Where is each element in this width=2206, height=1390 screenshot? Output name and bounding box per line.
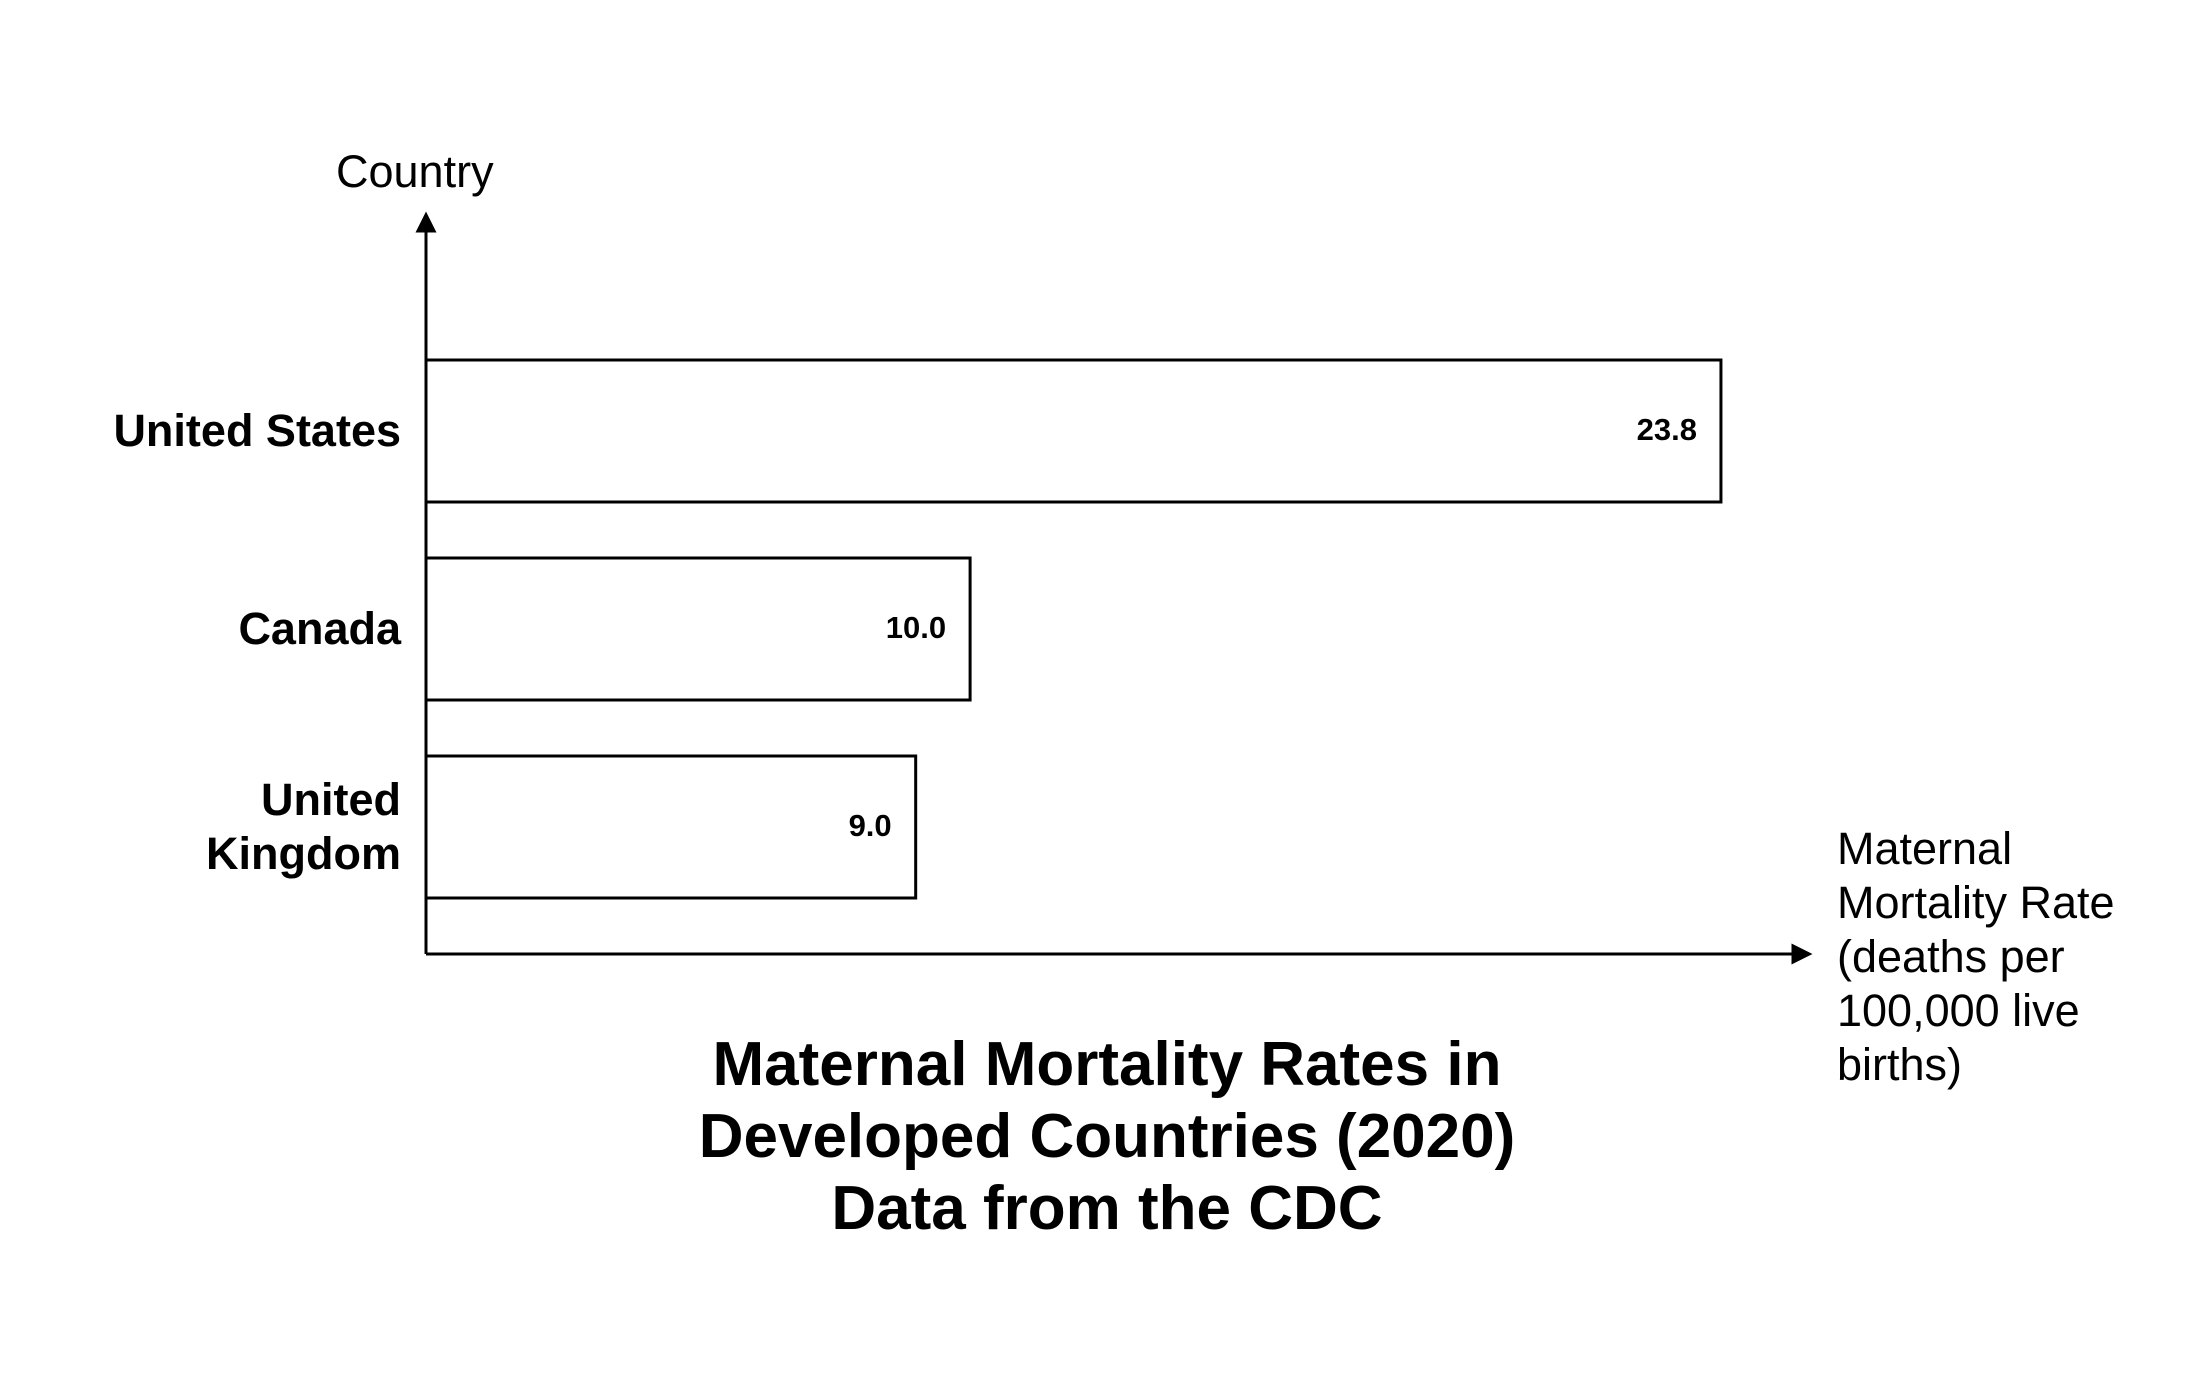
bar (424, 754, 918, 900)
chart-title: Maternal Mortality Rates in Developed Co… (698, 1030, 1516, 1171)
y-tick-label: United Kingdom (206, 774, 401, 879)
chart-subtitle: Data from the CDC (831, 1174, 1383, 1243)
y-tick-label: Canada (238, 603, 401, 654)
value-label: 10.0 (885, 610, 947, 645)
value-label: 23.8 (1636, 412, 1697, 447)
bar (424, 358, 1723, 504)
bar (424, 556, 972, 702)
y-axis-label: Country (336, 146, 494, 197)
x-axis-label: Maternal Mortality Rate (deaths per 100,… (1837, 823, 2115, 1090)
y-tick-label: United States (113, 405, 401, 456)
value-label: 9.0 (848, 808, 892, 843)
